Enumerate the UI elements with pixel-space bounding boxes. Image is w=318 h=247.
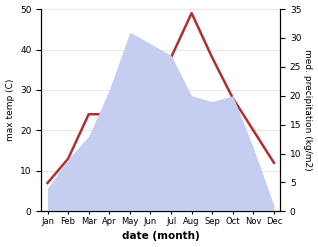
Y-axis label: max temp (C): max temp (C) <box>5 79 15 141</box>
X-axis label: date (month): date (month) <box>122 231 200 242</box>
Y-axis label: med. precipitation (kg/m2): med. precipitation (kg/m2) <box>303 49 313 171</box>
